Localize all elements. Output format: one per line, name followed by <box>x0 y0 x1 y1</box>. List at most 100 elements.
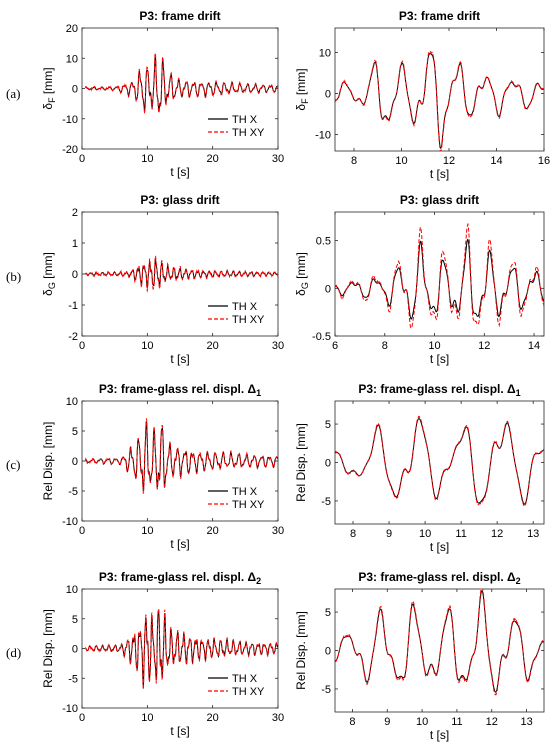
x-tick-label: 30 <box>272 712 284 724</box>
y-tick-label: -10 <box>315 130 331 142</box>
series-line-th-xy <box>335 49 544 151</box>
y-tick-label: 10 <box>319 48 331 60</box>
x-tick-label: 8 <box>351 155 357 167</box>
y-axis-label: δF [mm] <box>41 67 57 109</box>
y-tick-label: 0 <box>72 644 78 656</box>
row-label-4: (d) <box>6 645 21 660</box>
chart-panel-5: P3: frame-glass rel. displ. Δ1 0 10 20 30 -10… <box>41 382 284 551</box>
y-tick-label: 5 <box>72 614 78 626</box>
legend-label: TH X <box>232 486 258 498</box>
y-tick-label: 0 <box>72 84 78 96</box>
series-line-th-xy <box>84 255 278 293</box>
y-tick-label: 10 <box>66 396 78 408</box>
series-line-th-xy <box>335 415 544 508</box>
x-tick-label: 0 <box>79 340 85 352</box>
y-tick-label: -10 <box>62 516 78 528</box>
series-line-th-xy <box>84 52 278 115</box>
x-tick-label: 20 <box>207 712 219 724</box>
series-line-th-xy <box>335 222 544 329</box>
x-tick-label: 10 <box>416 716 428 728</box>
x-tick-label: 12 <box>491 528 503 540</box>
chart-title: P3: glass drift <box>140 193 219 207</box>
x-tick-label: 12 <box>486 716 498 728</box>
y-tick-label: 2 <box>72 207 78 219</box>
x-tick-label: 14 <box>490 155 502 167</box>
x-tick-label: 10 <box>141 153 153 165</box>
x-tick-label: 13 <box>527 528 539 540</box>
chart-panel-2: P3: frame drift 8 10 12 14 16 -10 0 10 t [s] δF [m… <box>294 9 550 181</box>
x-tick-label: 10 <box>428 340 440 352</box>
x-tick-label: 30 <box>272 340 284 352</box>
x-tick-label: 8 <box>350 528 356 540</box>
legend-label: TH XY <box>232 127 265 139</box>
chart-panel-6: P3: frame-glass rel. displ. Δ1 8 9 10 11 12 13… <box>294 382 545 554</box>
y-tick-label: -20 <box>62 144 78 156</box>
x-tick-label: 20 <box>207 340 219 352</box>
chart-panel-7: P3: frame-glass rel. displ. Δ2 0 10 20 30 -10… <box>41 570 284 738</box>
y-tick-label: 10 <box>66 584 78 596</box>
x-axis-label: t [s] <box>430 167 449 181</box>
y-tick-label: -2 <box>68 331 78 343</box>
axes-box <box>334 211 545 337</box>
x-tick-label: 11 <box>451 716 462 728</box>
legend-label: TH XY <box>232 499 265 511</box>
y-tick-label: 20 <box>66 23 78 35</box>
x-tick-label: 9 <box>386 528 392 540</box>
x-axis-label: t [s] <box>170 165 189 179</box>
y-axis-label: Rel Disp. [mm] <box>294 611 308 690</box>
chart-panel-1: P3: frame drift 0 10 20 30 -20 -10 0 10 20 t [s] δF… <box>41 9 284 179</box>
y-axis-label: δG [mm] <box>41 252 57 296</box>
series-line-th-x <box>335 53 544 150</box>
y-tick-label: -1 <box>68 300 78 312</box>
x-tick-label: 10 <box>419 528 431 540</box>
y-tick-label: 5 <box>325 419 331 431</box>
y-tick-label: -5 <box>68 486 78 498</box>
chart-title: P3: frame-glass rel. displ. Δ2 <box>358 570 520 586</box>
x-tick-label: 8 <box>349 716 355 728</box>
x-axis-label: t [s] <box>430 352 449 366</box>
chart-panel-3: P3: glass drift 0 10 20 30 -2 -1 0 1 2 t [s] δG [mm… <box>41 193 284 366</box>
x-tick-label: 12 <box>478 340 490 352</box>
legend-label: TH X <box>232 114 258 126</box>
y-axis-label: δF [mm] <box>294 68 310 110</box>
chart-panel-4: P3: glass drift 6 8 10 12 14 -0.5 0 0.5 t [s] δG [… <box>294 193 545 366</box>
y-axis-label: Rel Disp. [mm] <box>41 422 55 501</box>
chart-panel-8: P3: frame-glass rel. displ. Δ2 8 9 10 11 12 13… <box>294 570 545 742</box>
y-tick-label: -5 <box>321 496 331 508</box>
chart-title: P3: frame drift <box>139 9 220 23</box>
y-axis-label: Rel Disp. [mm] <box>294 423 308 502</box>
x-axis-label: t [s] <box>170 724 189 738</box>
axes-box <box>334 588 545 713</box>
axes-box <box>334 400 545 525</box>
legend-label: TH X <box>232 673 258 685</box>
y-tick-label: -10 <box>62 114 78 126</box>
y-tick-label: 1 <box>72 238 78 250</box>
chart-title: P3: frame-glass rel. displ. Δ2 <box>99 570 261 586</box>
y-tick-label: 0 <box>72 456 78 468</box>
x-tick-label: 10 <box>141 340 153 352</box>
x-tick-label: 9 <box>384 716 390 728</box>
x-tick-label: 20 <box>207 153 219 165</box>
x-tick-label: 13 <box>520 716 532 728</box>
row-label-1: (a) <box>6 86 20 101</box>
y-axis-label: Rel Disp. [mm] <box>41 609 55 688</box>
y-axis-label: δG [mm] <box>294 252 310 296</box>
x-tick-label: 30 <box>272 525 284 537</box>
series-line-th-x <box>335 590 544 693</box>
axes-box <box>334 27 545 152</box>
series-line-th-xy <box>85 607 278 690</box>
y-tick-label: 0 <box>72 269 78 281</box>
x-tick-label: 12 <box>443 155 455 167</box>
x-tick-label: 0 <box>79 153 85 165</box>
chart-title: P3: frame-glass rel. displ. Δ1 <box>99 382 261 398</box>
x-tick-label: 10 <box>141 525 153 537</box>
x-tick-label: 0 <box>79 525 85 537</box>
series-line-th-x <box>85 421 278 491</box>
y-tick-label: 0 <box>325 458 331 470</box>
y-tick-label: 0 <box>325 89 331 101</box>
y-tick-label: 5 <box>325 607 331 619</box>
row-label-3: (c) <box>6 457 20 472</box>
x-tick-label: 10 <box>395 155 407 167</box>
legend-label: TH XY <box>232 314 265 326</box>
